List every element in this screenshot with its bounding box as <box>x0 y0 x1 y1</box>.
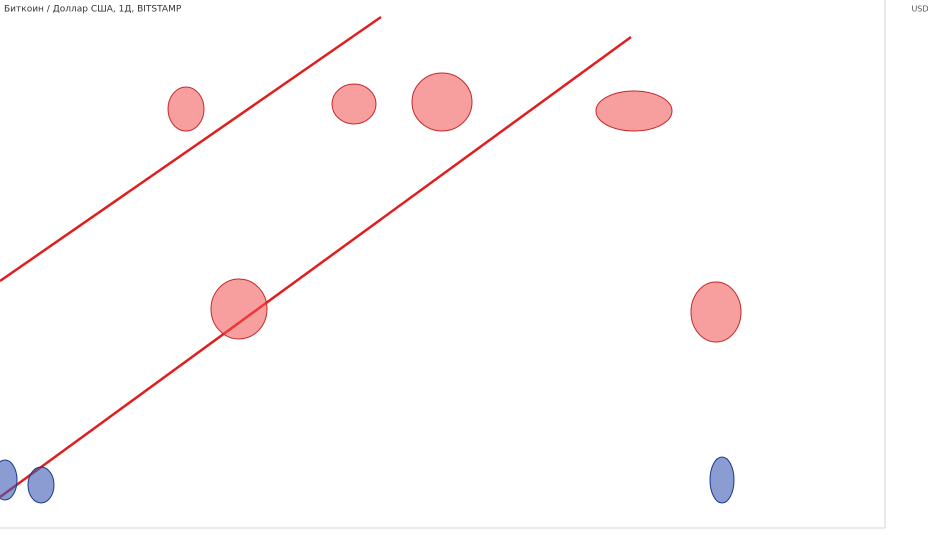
highlight-ellipse <box>0 459 18 501</box>
highlight-ellipse <box>27 466 55 504</box>
highlight-ellipse <box>210 278 268 340</box>
chart-title: Биткоин / Доллар США, 1Д, BITSTAMP <box>4 5 182 15</box>
trend-line <box>0 35 632 499</box>
drawings <box>0 15 742 504</box>
highlight-ellipse <box>595 90 673 132</box>
highlight-ellipse <box>690 281 742 343</box>
highlight-ellipse <box>167 86 205 132</box>
price-axis-bg <box>885 0 932 550</box>
trend-line <box>0 15 382 283</box>
currency-label: USD <box>911 5 928 14</box>
highlight-ellipse <box>331 83 377 125</box>
highlight-ellipse <box>709 456 735 504</box>
highlight-ellipse <box>411 72 473 132</box>
